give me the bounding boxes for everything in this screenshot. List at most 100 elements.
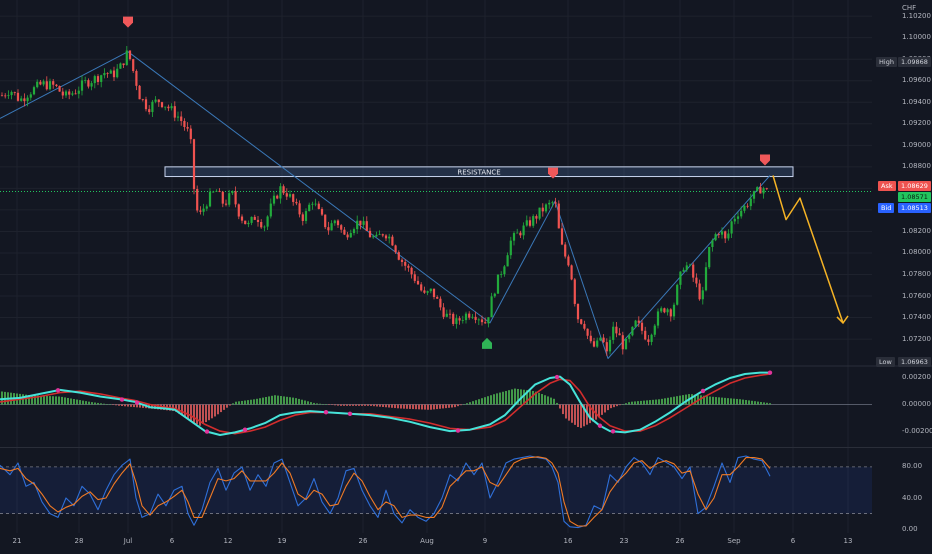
macd-histogram-bar bbox=[493, 394, 495, 405]
macd-histogram-bar bbox=[430, 404, 432, 410]
candle-body bbox=[205, 206, 208, 209]
macd-histogram-bar bbox=[631, 401, 633, 405]
candle-body bbox=[749, 198, 752, 207]
macd-histogram-bar bbox=[652, 399, 654, 405]
macd-histogram-bar bbox=[52, 396, 54, 405]
candle-body bbox=[116, 68, 119, 78]
macd-histogram-bar bbox=[388, 404, 390, 408]
bid-tag-value: 1.08513 bbox=[898, 203, 931, 213]
candle-body bbox=[381, 234, 384, 236]
candle-body bbox=[644, 330, 647, 340]
macd-histogram-bar bbox=[328, 404, 330, 406]
candle-body bbox=[183, 120, 186, 128]
candle-body bbox=[189, 128, 192, 140]
macd-histogram-bar bbox=[715, 397, 717, 405]
macd-histogram-bar bbox=[121, 404, 123, 407]
candle-body bbox=[0, 95, 4, 97]
macd-histogram-bar bbox=[241, 400, 243, 405]
macd-histogram-bar bbox=[292, 397, 294, 405]
macd-histogram-bar bbox=[523, 389, 525, 405]
macd-histogram-bar bbox=[103, 403, 105, 405]
macd-cross-marker bbox=[323, 410, 329, 415]
macd-histogram-bar bbox=[451, 404, 453, 408]
macd-histogram-bar bbox=[640, 400, 642, 405]
macd-histogram-bar bbox=[769, 403, 771, 405]
x-tick-label: 16 bbox=[563, 537, 573, 545]
candle-body bbox=[269, 203, 272, 217]
macd-histogram-bar bbox=[589, 404, 591, 424]
candle-body bbox=[52, 81, 55, 85]
candle-body bbox=[90, 83, 93, 87]
candle-body bbox=[650, 334, 653, 342]
candle-body bbox=[717, 234, 720, 235]
candle-body bbox=[592, 341, 596, 347]
macd-histogram-bar bbox=[460, 404, 462, 406]
macd-histogram-bar bbox=[319, 403, 321, 405]
x-tick-label: 6 bbox=[169, 537, 175, 545]
x-tick-label: 28 bbox=[74, 537, 84, 545]
macd-histogram-bar bbox=[730, 398, 732, 405]
candle-body bbox=[740, 210, 743, 217]
price-y-tick: 1.07600 bbox=[902, 291, 931, 300]
candle-body bbox=[170, 106, 173, 109]
candle-body bbox=[4, 95, 7, 97]
candle-body bbox=[263, 226, 266, 228]
macd-histogram-bar bbox=[454, 404, 456, 408]
macd-histogram-bar bbox=[298, 398, 300, 405]
macd-histogram-bar bbox=[367, 404, 369, 406]
candle-body bbox=[135, 70, 138, 86]
macd-histogram-bar bbox=[82, 400, 84, 405]
stoch-y-tick: 40.00 bbox=[902, 493, 923, 502]
candle-body bbox=[32, 87, 36, 95]
candle-body bbox=[541, 207, 544, 212]
macd-histogram-bar bbox=[469, 402, 471, 405]
macd-y-tick: 0.00000 bbox=[902, 400, 931, 408]
candle-body bbox=[493, 293, 496, 297]
macd-histogram-bar bbox=[364, 404, 366, 406]
macd-histogram-bar bbox=[106, 404, 108, 405]
macd-histogram-bar bbox=[136, 404, 138, 408]
macd-histogram-bar bbox=[310, 402, 312, 405]
macd-histogram-bar bbox=[400, 404, 402, 409]
candle-body bbox=[544, 204, 548, 212]
candle-body bbox=[666, 309, 669, 313]
sell-signal-icon bbox=[548, 167, 558, 179]
candle-body bbox=[429, 288, 432, 292]
macd-histogram-bar bbox=[187, 404, 189, 420]
macd-histogram-bar bbox=[433, 404, 435, 410]
macd-cross-marker bbox=[554, 374, 560, 380]
candle-body bbox=[608, 339, 612, 352]
macd-histogram-bar bbox=[571, 404, 573, 423]
macd-histogram-bar bbox=[391, 404, 393, 408]
bid-tag-label: Bid bbox=[878, 203, 895, 213]
macd-histogram-bar bbox=[691, 394, 693, 405]
macd-histogram-bar bbox=[724, 397, 726, 405]
macd-histogram-bar bbox=[472, 401, 474, 405]
macd-histogram-bar bbox=[595, 404, 597, 420]
macd-histogram-bar bbox=[622, 404, 624, 405]
macd-histogram-bar bbox=[613, 404, 615, 408]
stoch-y-tick: 80.00 bbox=[902, 462, 923, 471]
candle-body bbox=[538, 207, 541, 219]
macd-histogram-bar bbox=[499, 392, 501, 405]
price-y-tick: 1.10200 bbox=[902, 11, 931, 20]
macd-histogram-bar bbox=[307, 401, 309, 405]
macd-histogram-bar bbox=[619, 404, 621, 406]
candle-body bbox=[29, 94, 32, 98]
x-tick-label: 26 bbox=[358, 537, 368, 545]
candle-body bbox=[468, 313, 471, 318]
macd-histogram-bar bbox=[355, 404, 357, 406]
macd-histogram-bar bbox=[334, 404, 336, 406]
candle-body bbox=[621, 335, 624, 350]
macd-cross-marker bbox=[700, 388, 706, 394]
macd-histogram-bar bbox=[376, 404, 378, 407]
macd-histogram-bar bbox=[229, 404, 231, 406]
candle-body bbox=[285, 193, 288, 197]
macd-histogram-bar bbox=[373, 404, 375, 407]
candle-body bbox=[765, 188, 768, 190]
macd-histogram-bar bbox=[253, 399, 255, 405]
macd-y-tick: 0.00200 bbox=[902, 373, 931, 382]
macd-cross-marker bbox=[134, 400, 140, 405]
